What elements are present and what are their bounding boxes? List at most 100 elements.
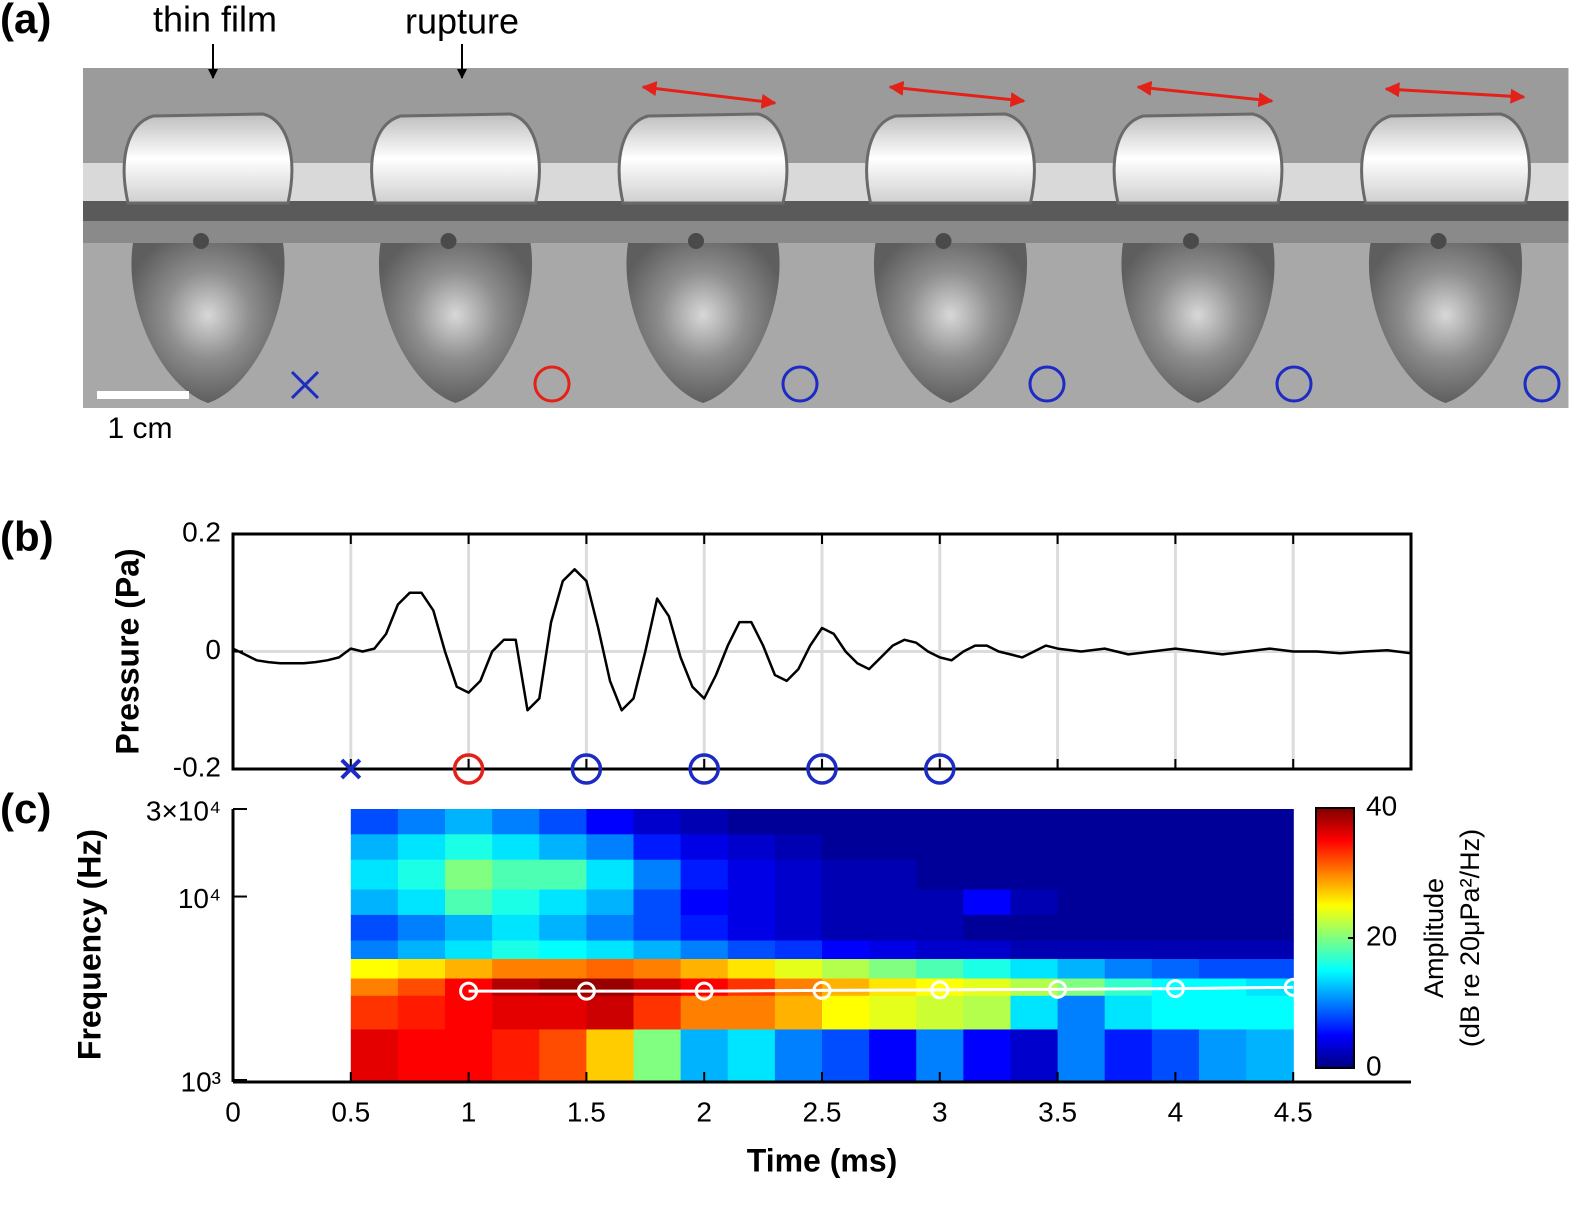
spectrogram-cell (727, 833, 776, 860)
spectrogram-cell (727, 809, 776, 835)
spectrogram-cell (445, 995, 493, 1030)
spectrogram-cell (822, 888, 870, 915)
spectrogram-cell (822, 958, 870, 979)
spectrogram-cell (916, 995, 964, 1030)
peak-point (576, 981, 596, 1001)
y-tick-label: 10³ (181, 1066, 221, 1097)
peak-point (812, 980, 832, 1000)
spectrogram-cell (869, 859, 917, 890)
spectrogram-cell (1010, 958, 1059, 979)
spectrogram-cell (1151, 939, 1200, 960)
x-axis-label: Time (ms) (747, 1142, 898, 1178)
x-tick-label: 0 (225, 1096, 241, 1127)
spectrogram-cell (350, 958, 399, 979)
spectrogram-cell (586, 1028, 635, 1081)
spectrogram-cell (1057, 914, 1106, 941)
spectrogram-cell (397, 914, 446, 941)
y-tick-label: 0 (205, 634, 221, 665)
spectrogram-cell (539, 888, 587, 915)
spectrogram-cell (1198, 958, 1247, 979)
x-tick-label: 2 (696, 1096, 712, 1127)
spectrogram-cell (916, 958, 964, 979)
spectrogram-cell (350, 888, 399, 915)
spectrogram-cell (492, 914, 540, 941)
spectrogram-cell (774, 809, 823, 835)
spectrogram-cell (539, 833, 587, 860)
spectrogram-cell (916, 833, 964, 860)
y-axis-label: Pressure (Pa) (109, 548, 145, 754)
spectrogram-cell (445, 914, 493, 941)
spectrogram-cell (492, 888, 540, 915)
time-marker (340, 758, 362, 780)
spectrogram-cell (916, 914, 964, 941)
spectrogram-cell (774, 859, 823, 890)
spectrogram-cell (680, 958, 729, 979)
photo-frame (576, 66, 828, 410)
photo-frame (81, 66, 333, 410)
spectrogram-cell (397, 888, 446, 915)
spectrogram-cell (633, 888, 682, 915)
spectrogram-cell (680, 859, 729, 890)
x-tick-label: 2.5 (803, 1096, 842, 1127)
spectrogram-cell (492, 1028, 540, 1081)
spectrogram-cell (1104, 833, 1153, 860)
spectrogram-cell (539, 939, 587, 960)
spectrogram-cell (869, 888, 917, 915)
y-tick-label: 3×10⁴ (146, 795, 221, 826)
peak-point (459, 981, 479, 1001)
spectrogram-cell (680, 977, 729, 996)
peak-point (1283, 977, 1303, 997)
spectrogram-cell (1246, 833, 1294, 860)
panel-label: (b) (0, 513, 54, 560)
spectrogram-cell (1104, 977, 1153, 996)
pressure-line (232, 568, 1412, 712)
spectrogram-cell (1198, 914, 1247, 941)
spectrogram-cell (350, 833, 399, 860)
y-tick-label: -0.2 (173, 751, 221, 782)
spectrogram-cell (633, 958, 682, 979)
spectrogram-cell (633, 859, 682, 890)
scale-bar (97, 391, 189, 399)
spectrogram-cell (492, 995, 540, 1030)
spectrogram-cell (680, 914, 729, 941)
spectrogram-cell (1198, 1028, 1247, 1081)
spectrogram-cell (586, 995, 635, 1030)
spectrogram-cell (586, 833, 635, 860)
spectrogram-cell (492, 859, 540, 890)
frame-markers (290, 365, 1561, 403)
spectrogram-cell (963, 888, 1012, 915)
spectrogram-cell (822, 995, 870, 1030)
spectrogram-cell (774, 1028, 823, 1081)
spectrogram-cell (539, 914, 587, 941)
spectrogram-cell (397, 1028, 446, 1081)
spectrogram-cell (963, 1028, 1012, 1081)
spectrogram-cell (680, 995, 729, 1030)
spectrogram-cell (445, 888, 493, 915)
spectrogram-cell (963, 833, 1012, 860)
spectrogram-cell (397, 939, 446, 960)
spectrogram-cell (1246, 958, 1294, 979)
spectrogram-cell (445, 1028, 493, 1081)
spectrogram-cell (445, 833, 493, 860)
spectrogram-cell (1151, 809, 1200, 835)
peak-point (1048, 979, 1068, 999)
spectrogram-cell (397, 859, 446, 890)
spectrogram-cell (350, 977, 399, 996)
spectrogram-cell (539, 958, 587, 979)
spectrogram-cell (397, 995, 446, 1030)
spectrogram-cell (633, 1028, 682, 1081)
spectrogram-cell (1104, 809, 1153, 835)
spectrogram-cell (680, 833, 729, 860)
spectrogram-cell (774, 958, 823, 979)
spectrogram-cell (727, 888, 776, 915)
time-marker (570, 753, 603, 785)
spectrogram-cell (727, 977, 776, 996)
spectrogram-cell (1104, 859, 1153, 890)
spectrogram-cell (916, 1028, 964, 1081)
spectrogram-cell (1151, 1028, 1200, 1081)
spectrogram-cell (586, 809, 635, 835)
photo-frame (824, 66, 1075, 410)
spectrogram-cell (1246, 1028, 1294, 1081)
spectrogram-cell (492, 977, 540, 996)
spectrogram-cell (492, 833, 540, 860)
